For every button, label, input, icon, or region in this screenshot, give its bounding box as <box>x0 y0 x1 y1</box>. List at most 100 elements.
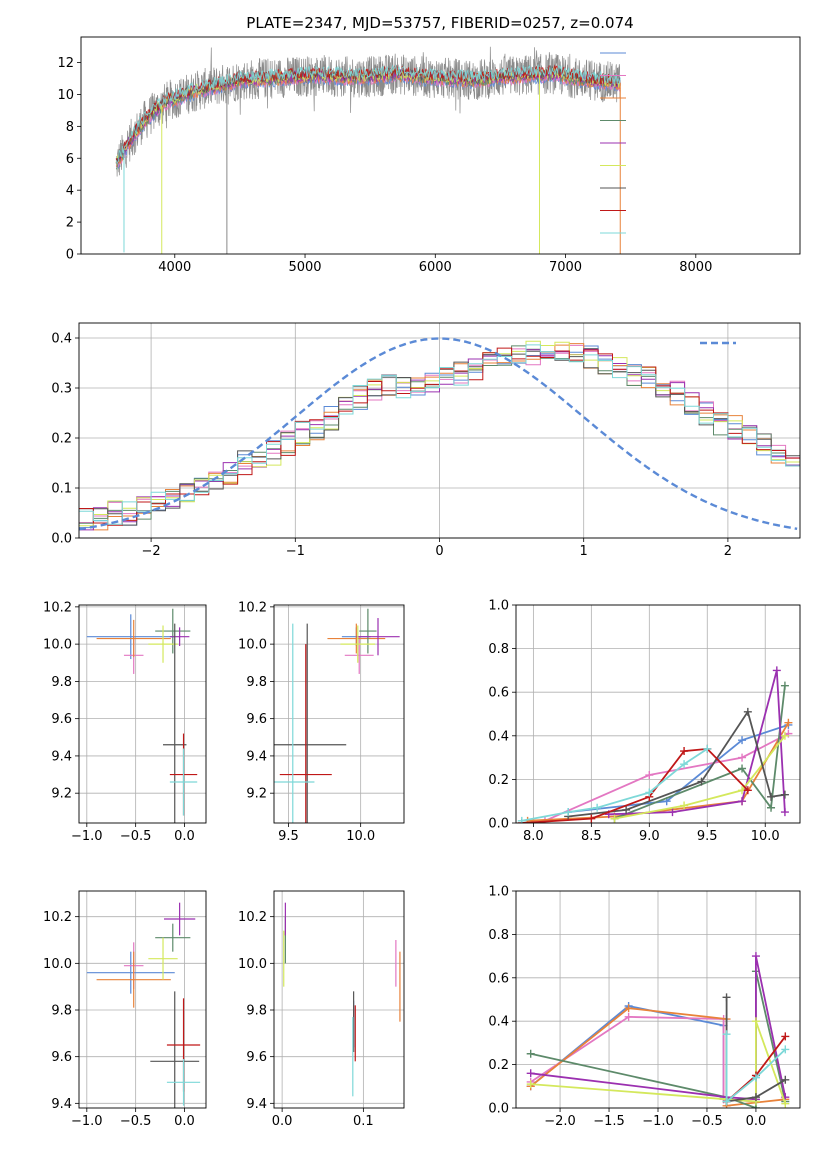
y-tick-label: 9.6 <box>51 1050 72 1065</box>
histogram-step <box>79 344 800 525</box>
plot-area <box>274 608 400 823</box>
x-tick-label: −0.5 <box>120 1114 152 1129</box>
axes-frame <box>78 890 207 1109</box>
mass-weight-marker <box>517 816 526 823</box>
y-tick-label: 10.0 <box>43 957 72 972</box>
y-tick-label: 9.8 <box>246 1004 267 1019</box>
x-tick-label: 10.0 <box>751 829 780 844</box>
mass-weight-marker <box>722 1097 731 1106</box>
errorbar-point <box>279 644 332 823</box>
y-tick-label: 10.2 <box>43 910 72 925</box>
errorbar-point <box>340 625 376 663</box>
errorbar-point <box>155 923 191 952</box>
panel-mass_vs_EBV: 0.0 0.1 9.4 9.6 9.8 10.0 10.2 <box>238 890 405 1129</box>
mass-weight-line <box>614 685 786 820</box>
y-tick-label: 9.6 <box>246 1050 267 1065</box>
errorbar-point <box>169 627 190 646</box>
mass-weight-marker <box>738 753 747 762</box>
x-tick-label: 8000 <box>679 260 712 275</box>
plot-area <box>86 902 201 1108</box>
y-tick-label: 9.8 <box>51 675 72 690</box>
y-tick-label: 9.6 <box>246 712 267 727</box>
mass-weight-marker <box>526 1069 535 1078</box>
x-tick-label: 9.5 <box>278 829 299 844</box>
histogram-step <box>79 343 800 531</box>
errorbar-point <box>274 623 347 823</box>
y-tick-label: 12 <box>57 56 74 71</box>
y-tick-label: 9.8 <box>51 1004 72 1019</box>
mass-weight-marker <box>751 952 760 961</box>
mass-weight-line <box>530 1005 725 1098</box>
histogram-step <box>79 344 800 523</box>
mass-weight-marker <box>751 1073 760 1082</box>
y-tick-label: 0.2 <box>488 1058 509 1073</box>
panel-residuals: −2 −1 0 1 2 0.0 0.1 0.2 0.3 0.4 <box>51 322 801 559</box>
panel-mass_vs_Z: −1.0 −0.5 0.0 9.4 9.6 9.8 10.0 10.2 <box>43 890 207 1129</box>
y-tick-label: 0.3 <box>51 382 72 397</box>
x-tick-label: 0.0 <box>174 1114 195 1129</box>
mass-weight-marker <box>526 1080 535 1089</box>
plot-area <box>283 902 401 1097</box>
mass-weight-line <box>530 971 787 1108</box>
axes-frame <box>515 604 801 824</box>
errorbar-point <box>155 608 191 654</box>
plot-area <box>86 608 198 823</box>
y-tick-label: 0.8 <box>488 928 509 943</box>
y-tick-label: 10.2 <box>238 910 267 925</box>
x-tick-label: −0.5 <box>691 1114 723 1129</box>
y-tick-label: 4 <box>66 184 74 199</box>
mass-weight-line <box>568 724 789 813</box>
errorbar-point <box>169 748 198 816</box>
mass-weight-marker <box>751 1017 760 1026</box>
x-tick-label: 8.0 <box>523 829 544 844</box>
y-tick-label: 0.4 <box>51 332 72 347</box>
panel-spectrum: 4000 5000 6000 7000 8000 0 2 4 6 8 10 12 <box>57 36 801 275</box>
mass-weight-marker <box>680 801 689 810</box>
y-tick-label: 0.2 <box>488 773 509 788</box>
x-tick-label: 10.0 <box>346 829 375 844</box>
mass-weight-line <box>614 735 786 820</box>
errorbar-point <box>96 619 171 658</box>
x-tick-label: 7000 <box>549 260 582 275</box>
axes-frame <box>80 36 801 255</box>
y-tick-label: 0.4 <box>488 1015 509 1030</box>
y-tick-label: 10.2 <box>43 600 72 615</box>
mass-weight-line <box>544 732 789 822</box>
y-tick-label: 10.0 <box>238 638 267 653</box>
x-tick-label: 5000 <box>288 260 321 275</box>
y-tick-label: 0.2 <box>51 432 72 447</box>
mass-weight-marker <box>767 803 776 812</box>
y-tick-label: 9.4 <box>51 1097 72 1112</box>
y-tick-label: 0.4 <box>488 729 509 744</box>
axes-frame <box>515 890 801 1109</box>
mass-weight-marker <box>624 1012 633 1021</box>
mass-weight-marker <box>610 814 619 823</box>
y-tick-label: 0.6 <box>488 971 509 986</box>
histogram-step <box>79 350 800 526</box>
errorbar-point <box>86 951 175 994</box>
legend <box>600 52 626 234</box>
y-tick-label: 10.0 <box>238 957 267 972</box>
mass-weight-marker <box>722 993 731 1002</box>
x-tick-label: 8.5 <box>581 829 602 844</box>
mass-weight-marker <box>738 764 747 773</box>
errorbar-point <box>356 618 400 656</box>
errorbar-point <box>163 623 187 823</box>
plot-area <box>115 46 621 254</box>
errorbar-point <box>148 625 178 663</box>
mass-weight-marker <box>680 747 689 756</box>
y-tick-label: 1.0 <box>488 599 509 614</box>
x-tick-label: 4000 <box>158 260 191 275</box>
plot-area <box>526 952 790 1108</box>
y-tick-label: 0.0 <box>488 1102 509 1117</box>
spectrum-data-line <box>115 46 621 177</box>
panel-age_vs_mass: 9.5 10.0 9.2 9.4 9.6 9.8 10.0 10.2 <box>238 600 405 844</box>
mass-weight-marker <box>780 808 789 817</box>
plot-area <box>79 337 800 531</box>
x-tick-label: −2.0 <box>544 1114 576 1129</box>
x-tick-label: −2 <box>142 544 161 559</box>
errorbar-point <box>359 608 377 654</box>
y-tick-label: 9.2 <box>51 787 72 802</box>
x-tick-label: 2 <box>724 544 732 559</box>
